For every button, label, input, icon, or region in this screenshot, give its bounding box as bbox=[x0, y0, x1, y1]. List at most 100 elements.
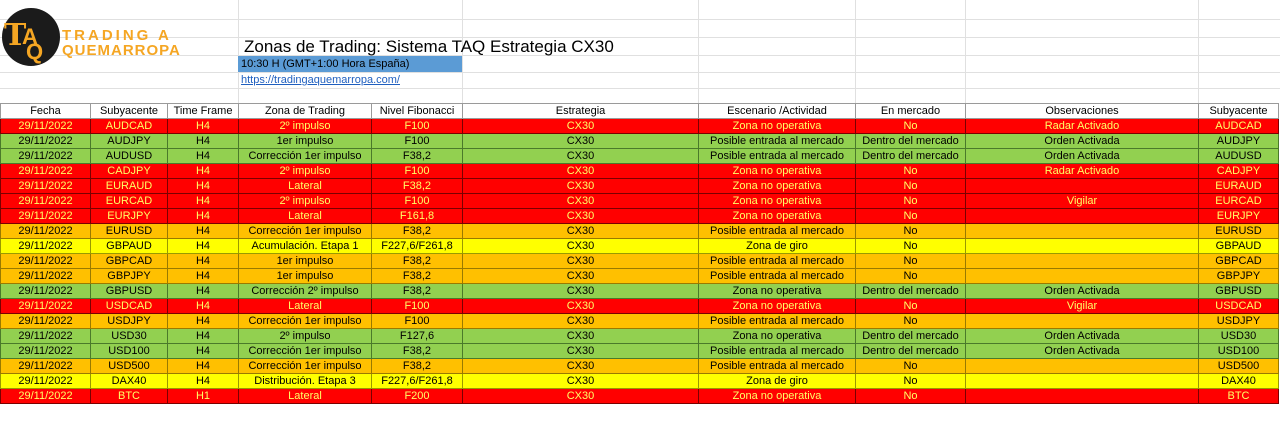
header-subyacente[interactable]: Subyacente bbox=[90, 103, 168, 119]
cell-time-frame[interactable]: H4 bbox=[167, 283, 239, 299]
cell-subyacente-right[interactable]: USD500 bbox=[1198, 358, 1279, 374]
cell-zona-de-trading[interactable]: Corrección 1er impulso bbox=[238, 358, 372, 374]
cell-escenario[interactable]: Zona de giro bbox=[698, 373, 856, 389]
cell-subyacente[interactable]: AUDJPY bbox=[90, 133, 168, 149]
cell-subyacente[interactable]: BTC bbox=[90, 388, 168, 404]
sheet-title[interactable]: Zonas de Trading: Sistema TAQ Estrategia… bbox=[244, 37, 614, 56]
header-estrategia[interactable]: Estrategia bbox=[462, 103, 699, 119]
cell-time-frame[interactable]: H4 bbox=[167, 133, 239, 149]
cell-nivel-fibonacci[interactable]: F100 bbox=[371, 163, 463, 179]
cell-escenario[interactable]: Zona no operativa bbox=[698, 193, 856, 209]
cell-nivel-fibonacci[interactable]: F38,2 bbox=[371, 253, 463, 269]
cell-subyacente[interactable]: AUDCAD bbox=[90, 118, 168, 134]
cell-nivel-fibonacci[interactable]: F38,2 bbox=[371, 223, 463, 239]
cell-estrategia[interactable]: CX30 bbox=[462, 298, 699, 314]
cell-estrategia[interactable]: CX30 bbox=[462, 313, 699, 329]
header-time-frame[interactable]: Time Frame bbox=[167, 103, 239, 119]
cell-subyacente[interactable]: USD500 bbox=[90, 358, 168, 374]
cell-escenario[interactable]: Zona no operativa bbox=[698, 178, 856, 194]
cell-fecha[interactable]: 29/11/2022 bbox=[0, 208, 91, 224]
cell-observaciones[interactable] bbox=[965, 238, 1199, 254]
cell-observaciones[interactable] bbox=[965, 253, 1199, 269]
cell-en-mercado[interactable]: No bbox=[855, 178, 966, 194]
cell-time-frame[interactable]: H4 bbox=[167, 178, 239, 194]
cell-nivel-fibonacci[interactable]: F100 bbox=[371, 298, 463, 314]
cell-en-mercado[interactable]: No bbox=[855, 208, 966, 224]
cell-zona-de-trading[interactable]: Corrección 2º impulso bbox=[238, 283, 372, 299]
cell-time-frame[interactable]: H4 bbox=[167, 148, 239, 164]
cell-subyacente-right[interactable]: USDCAD bbox=[1198, 298, 1279, 314]
time-cell[interactable]: 10:30 H (GMT+1:00 Hora España) bbox=[238, 56, 462, 72]
cell-escenario[interactable]: Posible entrada al mercado bbox=[698, 223, 856, 239]
header-escenario[interactable]: Escenario /Actividad bbox=[698, 103, 856, 119]
cell-fecha[interactable]: 29/11/2022 bbox=[0, 193, 91, 209]
cell-estrategia[interactable]: CX30 bbox=[462, 373, 699, 389]
header-fecha[interactable]: Fecha bbox=[0, 103, 91, 119]
cell-zona-de-trading[interactable]: 1er impulso bbox=[238, 133, 372, 149]
cell-fecha[interactable]: 29/11/2022 bbox=[0, 388, 91, 404]
cell-escenario[interactable]: Posible entrada al mercado bbox=[698, 268, 856, 284]
cell-estrategia[interactable]: CX30 bbox=[462, 163, 699, 179]
cell-observaciones[interactable]: Vigilar bbox=[965, 193, 1199, 209]
cell-fecha[interactable]: 29/11/2022 bbox=[0, 313, 91, 329]
cell-nivel-fibonacci[interactable]: F227,6/F261,8 bbox=[371, 373, 463, 389]
cell-zona-de-trading[interactable]: Corrección 1er impulso bbox=[238, 148, 372, 164]
header-observaciones[interactable]: Observaciones bbox=[965, 103, 1199, 119]
cell-escenario[interactable]: Posible entrada al mercado bbox=[698, 313, 856, 329]
cell-subyacente[interactable]: USD30 bbox=[90, 328, 168, 344]
cell-subyacente-right[interactable]: EURUSD bbox=[1198, 223, 1279, 239]
cell-en-mercado[interactable]: No bbox=[855, 238, 966, 254]
cell-zona-de-trading[interactable]: 2º impulso bbox=[238, 193, 372, 209]
cell-nivel-fibonacci[interactable]: F100 bbox=[371, 193, 463, 209]
header-subyacente-right[interactable]: Subyacente bbox=[1198, 103, 1279, 119]
cell-time-frame[interactable]: H1 bbox=[167, 388, 239, 404]
cell-nivel-fibonacci[interactable]: F38,2 bbox=[371, 178, 463, 194]
cell-time-frame[interactable]: H4 bbox=[167, 343, 239, 359]
cell-subyacente[interactable]: DAX40 bbox=[90, 373, 168, 389]
cell-zona-de-trading[interactable]: Lateral bbox=[238, 388, 372, 404]
cell-fecha[interactable]: 29/11/2022 bbox=[0, 253, 91, 269]
cell-fecha[interactable]: 29/11/2022 bbox=[0, 358, 91, 374]
cell-zona-de-trading[interactable]: Acumulación. Etapa 1 bbox=[238, 238, 372, 254]
cell-estrategia[interactable]: CX30 bbox=[462, 223, 699, 239]
cell-observaciones[interactable] bbox=[965, 208, 1199, 224]
cell-observaciones[interactable]: Orden Activada bbox=[965, 148, 1199, 164]
cell-subyacente-right[interactable]: BTC bbox=[1198, 388, 1279, 404]
cell-escenario[interactable]: Zona no operativa bbox=[698, 283, 856, 299]
cell-nivel-fibonacci[interactable]: F38,2 bbox=[371, 268, 463, 284]
cell-subyacente[interactable]: EURJPY bbox=[90, 208, 168, 224]
cell-time-frame[interactable]: H4 bbox=[167, 208, 239, 224]
cell-en-mercado[interactable]: No bbox=[855, 163, 966, 179]
cell-en-mercado[interactable]: Dentro del mercado bbox=[855, 283, 966, 299]
cell-escenario[interactable]: Zona no operativa bbox=[698, 388, 856, 404]
cell-estrategia[interactable]: CX30 bbox=[462, 328, 699, 344]
cell-nivel-fibonacci[interactable]: F100 bbox=[371, 313, 463, 329]
cell-observaciones[interactable] bbox=[965, 223, 1199, 239]
cell-escenario[interactable]: Posible entrada al mercado bbox=[698, 343, 856, 359]
cell-en-mercado[interactable]: Dentro del mercado bbox=[855, 328, 966, 344]
header-en-mercado[interactable]: En mercado bbox=[855, 103, 966, 119]
cell-time-frame[interactable]: H4 bbox=[167, 328, 239, 344]
cell-observaciones[interactable]: Orden Activada bbox=[965, 133, 1199, 149]
cell-time-frame[interactable]: H4 bbox=[167, 313, 239, 329]
cell-observaciones[interactable] bbox=[965, 268, 1199, 284]
cell-observaciones[interactable]: Orden Activada bbox=[965, 283, 1199, 299]
cell-subyacente-right[interactable]: EURAUD bbox=[1198, 178, 1279, 194]
cell-subyacente[interactable]: CADJPY bbox=[90, 163, 168, 179]
cell-nivel-fibonacci[interactable]: F161,8 bbox=[371, 208, 463, 224]
cell-time-frame[interactable]: H4 bbox=[167, 223, 239, 239]
cell-estrategia[interactable]: CX30 bbox=[462, 358, 699, 374]
cell-time-frame[interactable]: H4 bbox=[167, 298, 239, 314]
cell-estrategia[interactable]: CX30 bbox=[462, 193, 699, 209]
cell-zona-de-trading[interactable]: 2º impulso bbox=[238, 328, 372, 344]
cell-en-mercado[interactable]: No bbox=[855, 313, 966, 329]
cell-observaciones[interactable] bbox=[965, 313, 1199, 329]
cell-estrategia[interactable]: CX30 bbox=[462, 343, 699, 359]
cell-estrategia[interactable]: CX30 bbox=[462, 208, 699, 224]
cell-nivel-fibonacci[interactable]: F38,2 bbox=[371, 358, 463, 374]
cell-estrategia[interactable]: CX30 bbox=[462, 238, 699, 254]
cell-escenario[interactable]: Zona no operativa bbox=[698, 328, 856, 344]
cell-en-mercado[interactable]: No bbox=[855, 373, 966, 389]
cell-en-mercado[interactable]: No bbox=[855, 193, 966, 209]
cell-zona-de-trading[interactable]: 2º impulso bbox=[238, 118, 372, 134]
